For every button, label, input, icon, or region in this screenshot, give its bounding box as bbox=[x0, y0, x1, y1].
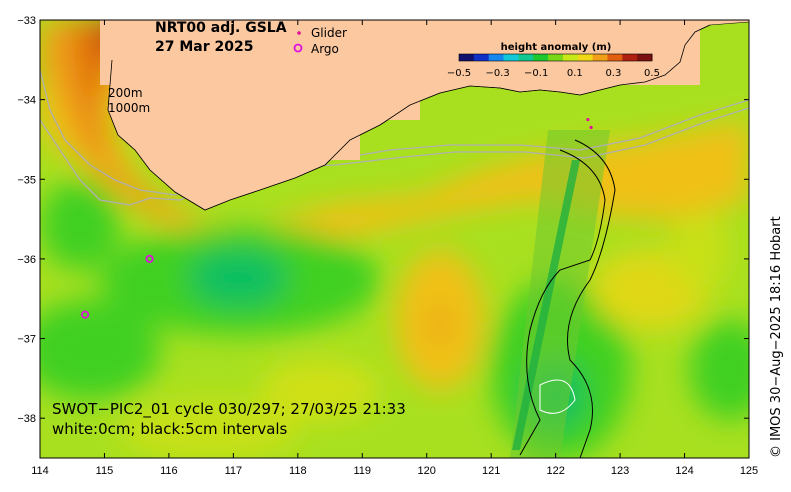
x-tick-label: 120 bbox=[418, 465, 436, 477]
argo-floats bbox=[81, 254, 154, 319]
colorbar-swatches bbox=[459, 54, 653, 61]
colorbar-swatch bbox=[548, 54, 564, 61]
colorbar-swatch bbox=[488, 54, 505, 61]
x-tick-label: 116 bbox=[160, 465, 178, 477]
argo-float-marker bbox=[81, 310, 90, 319]
coastline bbox=[107, 24, 711, 211]
colorbar-swatch bbox=[607, 54, 623, 61]
x-tick-label: 118 bbox=[289, 465, 307, 477]
colorbar-swatch bbox=[592, 54, 608, 61]
legend-glider-label: Glider bbox=[311, 26, 347, 40]
y-tick-label: −36 bbox=[17, 254, 36, 266]
isobath-label-1000m: 1000m bbox=[108, 101, 150, 115]
swath-contour bbox=[567, 139, 616, 458]
swot-swath bbox=[510, 130, 610, 458]
plot-frame bbox=[39, 19, 750, 459]
colorbar-swatch bbox=[533, 54, 549, 61]
argo-marker-icon bbox=[293, 43, 303, 53]
x-tick-label: 122 bbox=[546, 465, 564, 477]
colorbar-frame bbox=[458, 53, 653, 62]
glider-point bbox=[586, 117, 590, 122]
glider-points bbox=[586, 117, 593, 130]
glider-point bbox=[589, 125, 593, 130]
colorbar-swatch bbox=[459, 54, 475, 61]
swot-caption-line1: SWOT−PIC2_01 cycle 030/297; 27/03/25 21:… bbox=[52, 400, 406, 419]
x-tick-label: 117 bbox=[225, 465, 243, 477]
colorbar: height anomaly (m) −0.5 −0.3 −0.1 0.1 0.3 0.5 bbox=[447, 42, 660, 79]
colorbar-tick-label: −0.1 bbox=[524, 68, 548, 79]
x-tick-label: 121 bbox=[482, 465, 500, 477]
glider-marker-icon bbox=[297, 31, 301, 35]
colorbar-swatch bbox=[503, 54, 519, 61]
colorbar-swatch bbox=[622, 54, 638, 61]
colorbar-tick-label: −0.5 bbox=[447, 68, 471, 79]
map-title-line1: NRT00 adj. GSLA bbox=[155, 20, 287, 36]
y-tick-label: −37 bbox=[17, 334, 36, 346]
colorbar-tick-label: −0.3 bbox=[485, 68, 509, 79]
swath-contour-white bbox=[539, 379, 576, 414]
y-axis: −33 −34 −35 −36 −37 −38 bbox=[17, 15, 749, 425]
colorbar-swatch bbox=[518, 54, 534, 61]
colorbar-tick-label: 0.1 bbox=[567, 68, 583, 79]
swot-caption-line2: white:0cm; black:5cm intervals bbox=[52, 420, 288, 438]
colorbar-title: height anomaly (m) bbox=[501, 42, 612, 53]
swath-contour bbox=[519, 149, 606, 456]
x-tick-label: 125 bbox=[740, 465, 758, 477]
colorbar-tick-label: 0.3 bbox=[605, 68, 621, 79]
credit-text: © IMOS 30−Aug−2025 18:16 Hobart bbox=[769, 216, 784, 458]
x-axis: 114 115 116 117 118 119 120 121 122 123 124 125 bbox=[31, 20, 758, 477]
land-fill bbox=[230, 20, 360, 160]
colorbar-tick-label: 0.5 bbox=[644, 68, 660, 79]
y-tick-label: −38 bbox=[17, 413, 36, 425]
plot-area: 200m 1000m bbox=[40, 20, 749, 458]
x-tick-label: 124 bbox=[675, 465, 693, 477]
legend-argo-label: Argo bbox=[311, 42, 339, 56]
x-tick-label: 119 bbox=[353, 465, 371, 477]
colorbar-swatch bbox=[562, 54, 579, 61]
colorbar-ticks: −0.5 −0.3 −0.1 0.1 0.3 0.5 bbox=[447, 68, 660, 79]
y-tick-label: −34 bbox=[17, 95, 36, 107]
y-tick-label: −33 bbox=[17, 15, 36, 27]
map-title-line2: 27 Mar 2025 bbox=[155, 39, 253, 55]
x-tick-label: 123 bbox=[611, 465, 629, 477]
x-tick-label: 115 bbox=[96, 465, 114, 477]
y-tick-label: −35 bbox=[17, 174, 36, 186]
isobath-label-200m: 200m bbox=[108, 86, 143, 100]
legend: Glider Argo bbox=[293, 26, 347, 56]
argo-float-marker bbox=[145, 254, 154, 264]
colorbar-swatch bbox=[577, 54, 594, 61]
x-tick-label: 114 bbox=[31, 465, 49, 477]
colorbar-swatch bbox=[473, 54, 490, 61]
colorbar-swatch bbox=[637, 54, 653, 61]
